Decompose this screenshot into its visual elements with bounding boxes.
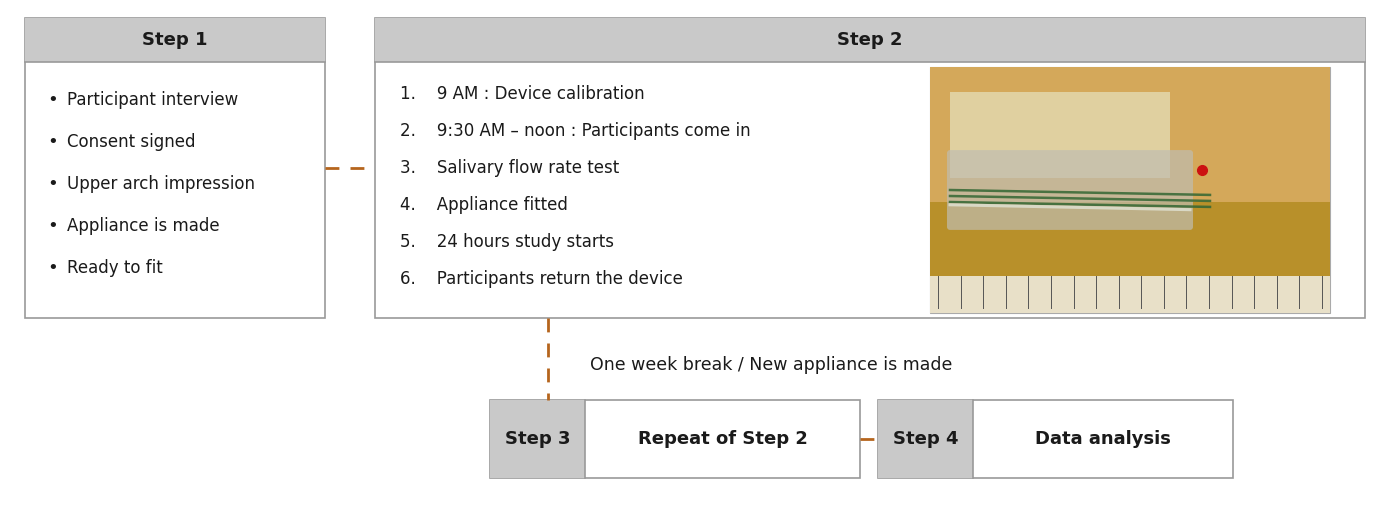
Bar [930, 276, 1329, 313]
Bar [930, 67, 1329, 202]
Text: •: • [47, 259, 57, 277]
Text: 4.    Appliance fitted: 4. Appliance fitted [400, 196, 568, 214]
Text: Data analysis: Data analysis [1035, 430, 1170, 448]
Text: •: • [47, 91, 57, 109]
Bar [950, 92, 1170, 178]
Bar [930, 67, 1329, 313]
Bar [490, 400, 859, 478]
Bar [375, 18, 1364, 318]
FancyBboxPatch shape [947, 150, 1193, 230]
Text: 1.    9 AM : Device calibration: 1. 9 AM : Device calibration [400, 85, 644, 103]
Text: Step 3: Step 3 [505, 430, 571, 448]
Text: Ready to fit: Ready to fit [67, 259, 163, 277]
Bar [490, 400, 585, 478]
Text: Participant interview: Participant interview [67, 91, 239, 109]
Text: Step 4: Step 4 [893, 430, 958, 448]
Text: 6.    Participants return the device: 6. Participants return the device [400, 270, 684, 288]
Text: 2.    9:30 AM – noon : Participants come in: 2. 9:30 AM – noon : Participants come in [400, 122, 751, 140]
Text: •: • [47, 217, 57, 235]
Bar [25, 18, 325, 62]
Text: Consent signed: Consent signed [67, 133, 195, 151]
Text: •: • [47, 133, 57, 151]
Bar [877, 400, 1233, 478]
Text: •: • [47, 175, 57, 193]
Bar [930, 202, 1329, 276]
Text: 5.    24 hours study starts: 5. 24 hours study starts [400, 233, 614, 251]
Text: Appliance is made: Appliance is made [67, 217, 219, 235]
Text: 3.    Salivary flow rate test: 3. Salivary flow rate test [400, 159, 619, 177]
Text: Step 2: Step 2 [837, 31, 903, 49]
Text: One week break / New appliance is made: One week break / New appliance is made [590, 356, 953, 374]
Text: Step 1: Step 1 [142, 31, 208, 49]
Text: Upper arch impression: Upper arch impression [67, 175, 255, 193]
Bar [375, 18, 1364, 62]
Text: Repeat of Step 2: Repeat of Step 2 [638, 430, 808, 448]
Bar [877, 400, 972, 478]
Bar [25, 18, 325, 318]
